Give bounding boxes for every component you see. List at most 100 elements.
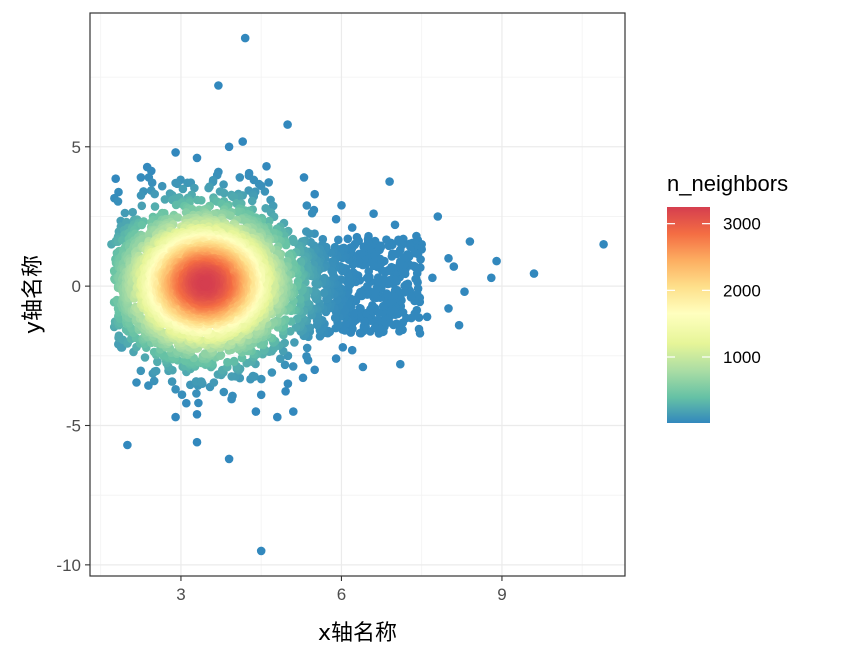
data-point: [286, 327, 295, 336]
data-point: [173, 179, 182, 189]
legend: n_neighbors 3000 2000 1000: [667, 171, 788, 423]
data-point: [223, 357, 232, 367]
data-point: [338, 343, 348, 352]
data-point: [465, 237, 475, 246]
data-point: [132, 378, 141, 387]
legend-title: n_neighbors: [667, 171, 788, 196]
data-point: [260, 187, 270, 196]
data-point: [283, 379, 293, 389]
data-point: [147, 166, 156, 176]
data-point: [492, 256, 501, 266]
data-point: [529, 269, 539, 278]
data-point: [167, 377, 177, 386]
data-point: [319, 288, 329, 298]
data-point: [460, 287, 469, 297]
data-point: [298, 373, 308, 383]
data-point: [224, 142, 234, 152]
data-point: [197, 196, 206, 205]
data-point: [390, 220, 400, 230]
data-point: [197, 377, 206, 386]
data-point: [219, 188, 229, 198]
data-point: [192, 437, 202, 447]
data-point: [347, 345, 357, 355]
data-point: [144, 381, 153, 390]
data-point: [299, 173, 309, 182]
data-point: [227, 372, 236, 381]
data-point: [396, 359, 405, 369]
data-point: [201, 279, 211, 288]
data-point: [224, 454, 234, 464]
data-point: [276, 354, 285, 364]
data-point: [123, 440, 132, 450]
data-point: [268, 201, 278, 211]
data-point: [295, 294, 305, 303]
legend-label: 1000: [723, 348, 761, 367]
data-point: [394, 235, 403, 245]
data-point: [256, 546, 266, 556]
data-point: [256, 390, 266, 400]
data-point: [137, 201, 147, 211]
data-point: [444, 253, 453, 263]
data-point: [192, 389, 201, 398]
x-tick-label: 3: [176, 585, 185, 604]
data-point: [422, 312, 432, 322]
data-point: [229, 356, 239, 366]
legend-ticks: [667, 223, 710, 358]
data-point: [414, 324, 424, 334]
data-point: [192, 410, 202, 419]
data-point: [136, 366, 146, 376]
data-point: [280, 360, 290, 370]
legend-colorbar: [667, 207, 710, 423]
data-point: [128, 207, 137, 217]
data-point: [233, 207, 242, 217]
data-point: [247, 196, 257, 206]
y-tick-label: -10: [56, 556, 81, 575]
data-point: [302, 352, 311, 361]
data-point: [428, 273, 437, 283]
data-point: [281, 387, 290, 396]
data-point: [487, 273, 496, 283]
data-point: [378, 301, 388, 311]
data-point: [200, 349, 210, 358]
data-point: [171, 148, 180, 157]
data-point: [219, 180, 228, 189]
legend-labels: 3000 2000 1000: [723, 215, 761, 367]
data-point: [113, 197, 123, 206]
data-point: [151, 366, 161, 376]
x-tick-labels: 3 6 9: [176, 585, 506, 604]
data-point: [264, 178, 274, 187]
data-point: [150, 202, 160, 211]
data-point: [150, 189, 159, 199]
y-tick-label: 0: [72, 277, 81, 296]
data-point: [160, 195, 170, 204]
data-point: [311, 279, 320, 288]
y-axis-title: y轴名称: [21, 255, 46, 334]
data-point: [140, 353, 150, 362]
data-point: [273, 412, 282, 422]
y-tick-labels: 5 0 -5 -10: [56, 138, 81, 575]
data-point: [355, 328, 365, 338]
data-point: [209, 378, 219, 387]
y-tick-label: 5: [72, 138, 81, 157]
x-tick-label: 9: [497, 585, 506, 604]
data-point: [331, 354, 341, 363]
data-point: [171, 412, 180, 422]
data-point: [204, 183, 213, 193]
x-tick-label: 6: [337, 585, 346, 604]
data-point: [262, 162, 271, 171]
data-point: [171, 385, 180, 394]
data-point: [309, 286, 319, 296]
data-point: [173, 213, 183, 222]
data-point: [120, 208, 130, 218]
data-point: [178, 184, 188, 194]
data-point: [331, 214, 341, 224]
data-point: [194, 398, 203, 408]
data-point: [216, 350, 226, 360]
data-point: [289, 237, 299, 246]
data-point: [302, 227, 311, 236]
data-point: [235, 173, 245, 182]
data-point: [267, 368, 277, 377]
data-point: [251, 407, 261, 416]
data-point: [454, 320, 464, 330]
data-point: [248, 371, 258, 381]
